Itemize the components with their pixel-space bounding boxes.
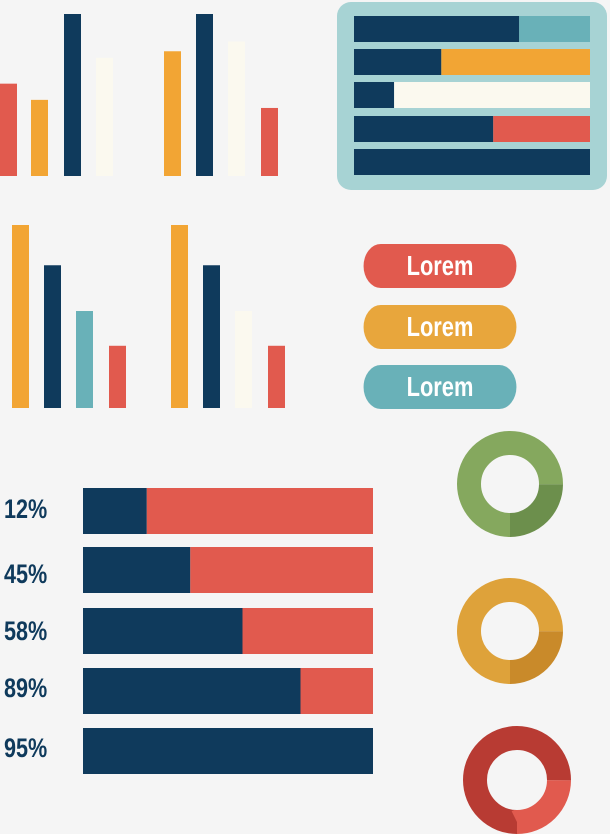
bar: [76, 311, 93, 408]
bar: [203, 265, 220, 408]
panel-bar-segment: [394, 82, 590, 108]
percent-bar-segment: [242, 608, 373, 654]
percent-bar-segment: [83, 547, 191, 593]
bar: [268, 345, 285, 408]
lorem-button-orange[interactable]: Lorem: [363, 305, 517, 349]
percent-label: 89%: [4, 673, 48, 703]
percent-label: 45%: [4, 559, 48, 589]
panel-bar-segment: [354, 149, 590, 175]
donut-slice: [457, 578, 563, 684]
donut-slice: [457, 431, 563, 537]
bar: [261, 107, 278, 176]
percent-label: 95%: [4, 733, 48, 763]
panel-bar-segment: [519, 16, 590, 42]
percent-bar-segment: [190, 547, 373, 593]
bar: [164, 51, 181, 177]
bar: [96, 57, 113, 176]
percent-bar-segment: [83, 728, 373, 774]
panel-bar-segment: [441, 49, 590, 75]
bar: [64, 14, 81, 176]
panel-bar-segment: [354, 49, 442, 75]
bar: [235, 311, 252, 408]
percent-bar-segment: [83, 668, 301, 714]
donut-slice: [463, 726, 571, 834]
bar: [171, 225, 188, 408]
panel-bar-segment: [354, 82, 395, 108]
bar: [228, 41, 245, 176]
lorem-button-red[interactable]: Lorem: [363, 244, 517, 288]
percent-bar-segment: [83, 488, 147, 534]
percent-bar-segment: [300, 668, 373, 714]
lorem-label: Lorem: [406, 371, 474, 402]
lorem-label: Lorem: [406, 311, 474, 342]
lorem-label: Lorem: [406, 250, 474, 281]
bar: [109, 345, 126, 408]
panel-bar-segment: [354, 116, 494, 142]
panel-bar-segment: [493, 116, 590, 142]
bar: [44, 265, 61, 408]
panel-bar-segment: [354, 16, 520, 42]
percent-label: 12%: [4, 494, 48, 524]
bar: [31, 99, 48, 176]
percent-bar-segment: [146, 488, 373, 534]
bar: [196, 14, 213, 176]
bar: [0, 83, 17, 176]
percent-label: 58%: [4, 616, 48, 646]
percent-bar-segment: [83, 608, 243, 654]
lorem-button-teal[interactable]: Lorem: [363, 365, 517, 409]
bar: [12, 225, 29, 408]
